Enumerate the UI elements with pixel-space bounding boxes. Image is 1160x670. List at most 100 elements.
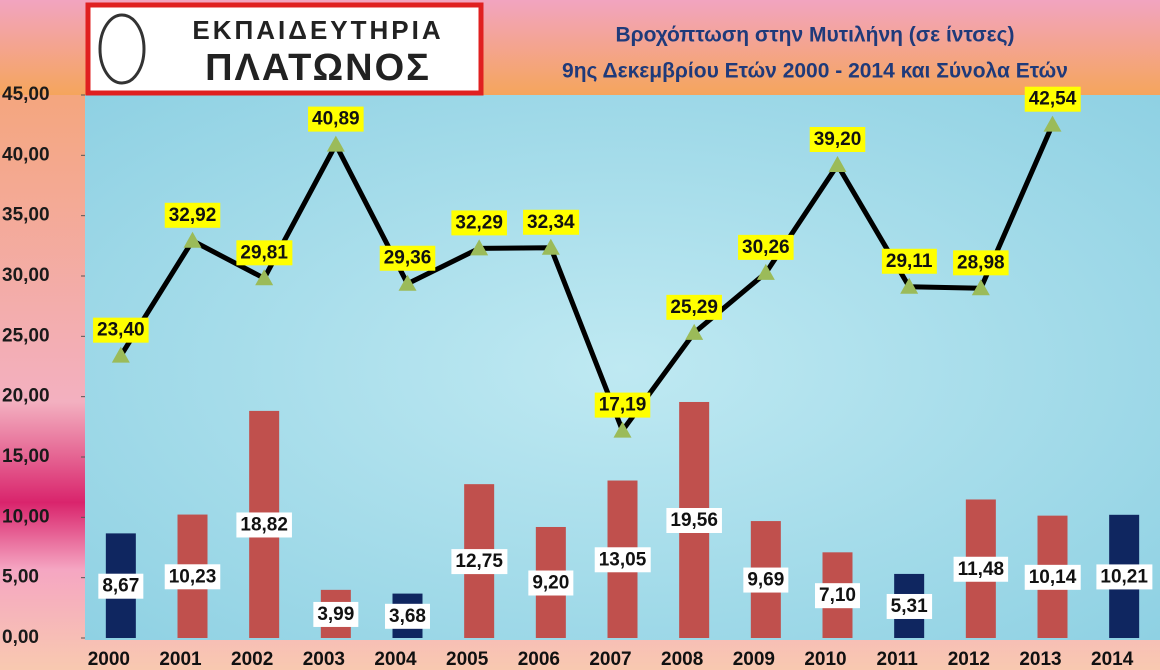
- data-label: 8,67: [102, 576, 139, 597]
- data-label: 29,81: [240, 242, 288, 263]
- data-label: 17,19: [599, 395, 647, 416]
- data-label: 23,40: [97, 320, 145, 341]
- y-tick-label: 5,00: [2, 567, 39, 588]
- data-label: 12,75: [455, 551, 503, 572]
- data-label-box: [385, 603, 430, 629]
- y-tick-label: 0,00: [2, 627, 39, 648]
- x-tick-label: 2009: [733, 649, 775, 670]
- data-label: 40,89: [312, 109, 360, 130]
- logo: ΕΚΠΑΙΔΕΥΤΗΡΙΑ ΠΛΑΤΩΝΟΣ: [85, 2, 484, 96]
- data-label-box: [451, 549, 508, 575]
- data-label-box: [815, 583, 860, 609]
- x-tick-label: 2011: [877, 649, 919, 670]
- marker: [756, 263, 775, 280]
- data-label: 13,05: [599, 549, 647, 570]
- data-label: 32,34: [527, 212, 575, 233]
- data-label: 30,26: [742, 237, 790, 258]
- data-label-box: [93, 317, 149, 343]
- marker: [255, 269, 274, 286]
- data-label: 9,69: [747, 570, 784, 591]
- x-tick-label: 2001: [159, 649, 202, 670]
- data-label-box: [738, 234, 794, 260]
- data-label: 28,98: [957, 252, 1005, 273]
- data-label-box: [523, 209, 580, 235]
- data-label: 11,48: [958, 559, 1005, 580]
- data-label: 29,36: [384, 248, 432, 269]
- data-label-box: [313, 601, 359, 627]
- x-tick-label: 2014: [1091, 649, 1134, 670]
- data-label-box: [1024, 564, 1081, 590]
- x-tick-label: 2004: [374, 649, 417, 670]
- chart-title: Βροχόπτωση στην Μυτιλήνη (σε ίντσες): [616, 24, 1015, 47]
- y-tick-label: 30,00: [2, 265, 50, 286]
- data-label-box: [594, 547, 651, 573]
- y-tick-label: 25,00: [2, 325, 50, 346]
- data-label: 10,21: [1100, 566, 1148, 587]
- data-label-box: [666, 294, 722, 320]
- data-label: 19,56: [670, 510, 718, 531]
- data-label: 32,92: [169, 205, 217, 226]
- data-label: 29,11: [886, 251, 933, 272]
- marker: [398, 274, 417, 291]
- data-label-box: [743, 567, 789, 593]
- y-tick-label: 40,00: [2, 144, 50, 165]
- data-label: 5,31: [891, 596, 928, 617]
- x-tick-label: 2005: [446, 649, 489, 670]
- y-tick-label: 35,00: [2, 205, 50, 226]
- y-tick-label: 10,00: [2, 506, 50, 527]
- data-label-box: [809, 127, 866, 153]
- marker: [900, 277, 919, 294]
- data-label: 39,20: [814, 129, 862, 150]
- x-tick-label: 2013: [1019, 649, 1061, 670]
- data-label: 10,14: [1029, 567, 1077, 588]
- data-label: 9,20: [532, 573, 569, 594]
- chart-subtitle: 9ης Δεκεμβρίου Ετών 2000 - 2014 και Σύνο…: [562, 60, 1068, 83]
- data-label-box: [666, 508, 722, 534]
- data-label-box: [379, 245, 436, 271]
- data-label-box: [1096, 564, 1153, 590]
- data-label-box: [953, 556, 1009, 582]
- x-tick-label: 2010: [804, 649, 846, 670]
- data-label-box: [1024, 86, 1081, 112]
- x-tick-label: 2008: [661, 649, 703, 670]
- logo-line1: ΕΚΠΑΙΔΕΥΤΗΡΙΑ: [192, 15, 443, 45]
- data-label-box: [451, 210, 507, 236]
- data-label: 3,68: [389, 606, 426, 627]
- marker: [685, 323, 704, 340]
- y-tick-label: 20,00: [2, 386, 50, 407]
- data-label: 42,54: [1029, 89, 1077, 110]
- y-tick-label: 45,00: [2, 84, 50, 105]
- x-tick-label: 2000: [88, 649, 130, 670]
- marker: [828, 155, 847, 172]
- x-tick-label: 2006: [518, 649, 560, 670]
- data-label-box: [881, 248, 937, 274]
- marker: [971, 279, 990, 296]
- data-label-box: [594, 392, 651, 418]
- x-tick-label: 2002: [231, 649, 273, 670]
- marker: [326, 135, 345, 152]
- data-label-box: [236, 512, 292, 538]
- data-label-box: [953, 250, 1009, 276]
- marker: [613, 421, 632, 438]
- marker: [470, 239, 489, 256]
- data-label: 18,82: [240, 514, 288, 535]
- data-label: 25,29: [670, 297, 718, 318]
- data-label-box: [164, 202, 221, 228]
- data-label-box: [236, 240, 293, 266]
- data-label: 3,99: [317, 604, 354, 625]
- data-label-box: [528, 570, 574, 596]
- logo-emblem: [98, 13, 146, 85]
- x-tick-label: 2003: [303, 649, 345, 670]
- data-label-box: [98, 573, 144, 599]
- data-label: 7,10: [819, 585, 856, 606]
- marker: [111, 346, 130, 363]
- data-label: 32,29: [455, 212, 503, 233]
- data-label-box: [308, 106, 364, 132]
- y-tick-label: 15,00: [2, 446, 50, 467]
- data-label-box: [886, 593, 933, 619]
- marker: [1043, 115, 1062, 132]
- data-label-box: [164, 564, 221, 590]
- x-tick-label: 2007: [589, 649, 631, 670]
- logo-line2: ΠΛΑΤΩΝΟΣ: [205, 47, 431, 89]
